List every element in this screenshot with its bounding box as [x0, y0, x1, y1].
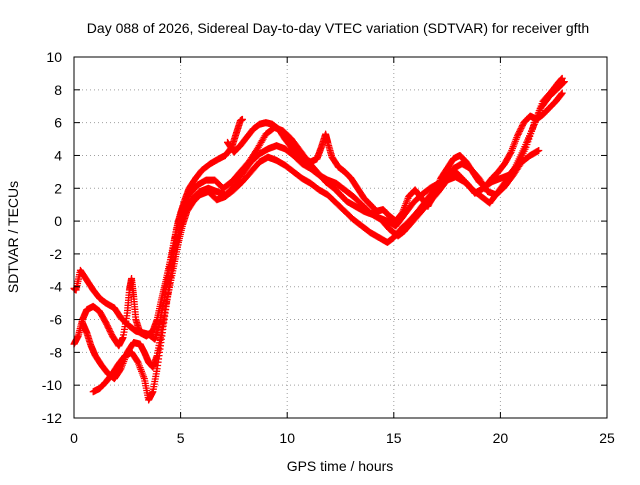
- y-tick-label: 10: [46, 49, 62, 65]
- data-point: [558, 89, 566, 97]
- x-tick-label: 15: [386, 430, 402, 446]
- data-point: [560, 78, 568, 86]
- x-tick-label: 20: [493, 430, 509, 446]
- y-tick-label: 4: [54, 147, 62, 163]
- y-tick-label: 2: [54, 180, 62, 196]
- y-tick-label: -2: [50, 246, 63, 262]
- x-tick-label: 25: [599, 430, 615, 446]
- x-tick-label: 0: [70, 430, 78, 446]
- y-tick-label: -10: [42, 377, 62, 393]
- y-axis-label: SDTVAR / TECUs: [5, 181, 21, 293]
- series-track-a: [70, 115, 246, 343]
- plot-frame: [73, 56, 608, 419]
- data-point: [535, 147, 543, 155]
- y-tick-label: -12: [42, 410, 62, 426]
- chart-title: Day 088 of 2026, Sidereal Day-to-day VTE…: [87, 20, 589, 36]
- y-tick-label: 0: [54, 213, 62, 229]
- series-track-e: [224, 89, 566, 225]
- data-point: [430, 192, 438, 200]
- y-tick-label: 6: [54, 115, 62, 131]
- data-point: [506, 149, 514, 157]
- y-tick-label: 8: [54, 82, 62, 98]
- data-point: [238, 115, 246, 123]
- data-point: [558, 90, 566, 98]
- y-tick-label: -6: [50, 312, 63, 328]
- data-point: [559, 79, 567, 87]
- data-point: [560, 78, 568, 86]
- axis-ticks: [73, 56, 608, 419]
- tick-labels: 0 5 10 15 20 25 -12 -10 -8 -6 -4 -2 0 2 4 6 8 10: [42, 49, 615, 446]
- x-axis-label: GPS time / hours: [287, 458, 394, 474]
- x-tick-label: 5: [177, 430, 185, 446]
- y-tick-label: -8: [50, 344, 63, 360]
- y-tick-label: -4: [50, 279, 63, 295]
- data-markers: [70, 74, 568, 404]
- x-tick-label: 10: [279, 430, 295, 446]
